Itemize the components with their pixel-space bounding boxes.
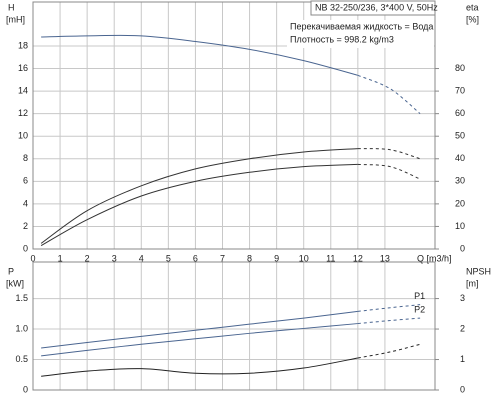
y-tick-label: 16 [18, 63, 28, 73]
y-axis-label: P [8, 266, 14, 276]
y-tick-label: 1.5 [15, 293, 28, 303]
y2-axis-unit: [%] [466, 14, 479, 24]
y2-axis-label: eta [466, 2, 479, 12]
y-tick-label: 0 [23, 243, 28, 253]
x-tick-label: 7 [220, 253, 225, 263]
y2-tick-label: 70 [455, 85, 465, 95]
curve [41, 34, 358, 76]
y2-axis-unit: [m] [466, 278, 479, 288]
y2-tick-label: 20 [455, 198, 465, 208]
x-tick-label: 12 [353, 253, 363, 263]
curve [40, 163, 358, 247]
curve [357, 317, 421, 325]
curve [357, 148, 421, 160]
curve [357, 163, 421, 180]
y-axis-label: H [8, 2, 15, 12]
x-tick-label: 9 [274, 253, 279, 263]
annotation-box [310, 0, 436, 16]
y-tick-label: 14 [18, 85, 28, 95]
y-tick-label: 4 [23, 198, 28, 208]
y-tick-label: 1.0 [15, 323, 28, 333]
curve [41, 323, 358, 357]
curve [40, 148, 358, 244]
y-tick-label: 8 [23, 153, 28, 163]
y-tick-label: 0.5 [15, 354, 28, 364]
x-tick-label: 11 [326, 253, 335, 263]
x-tick-label: 1 [58, 253, 63, 263]
y-tick-label: 18 [18, 40, 28, 50]
annotation: NB 32-250/236, 3*400 V, 50Hz [315, 2, 438, 12]
plot-frame [32, 1, 436, 250]
y-axis-unit: [mH] [6, 14, 25, 24]
y2-tick-label: 0 [460, 243, 465, 253]
y2-tick-label: 30 [455, 176, 465, 186]
y2-tick-label: 2 [460, 323, 465, 333]
y2-tick-label: 40 [455, 153, 465, 163]
y-tick-label: 6 [23, 176, 28, 186]
y-axis-unit: [kW] [6, 278, 24, 288]
x-tick-label: 4 [139, 253, 144, 263]
x-axis-label: Q [m3/h] [417, 253, 452, 263]
y2-tick-label: 0 [460, 384, 465, 394]
curve [357, 74, 421, 115]
x-tick-label: 6 [193, 253, 198, 263]
y2-tick-label: 60 [455, 108, 465, 118]
y2-tick-label: 3 [460, 293, 465, 303]
curve [357, 304, 421, 312]
y2-tick-label: 50 [455, 131, 465, 141]
y2-tick-label: 1 [460, 354, 465, 364]
series-label: P1 [414, 291, 425, 301]
x-tick-label: 8 [247, 253, 252, 263]
x-tick-label: 5 [166, 253, 171, 263]
x-tick-label: 3 [112, 253, 117, 263]
y-tick-label: 10 [18, 131, 28, 141]
y2-axis-label: NPSH [466, 266, 491, 276]
curve [357, 343, 421, 359]
x-tick-label: 10 [299, 253, 309, 263]
y2-tick-label: 10 [455, 221, 465, 231]
y-tick-label: 12 [18, 108, 28, 118]
annotation: Плотность = 998.2 kg/m3 [290, 34, 394, 44]
y-tick-label: 0 [23, 384, 28, 394]
y2-tick-label: 80 [455, 63, 465, 73]
curve [41, 310, 358, 349]
x-tick-label: 2 [85, 253, 90, 263]
x-tick-label: 0 [30, 253, 35, 263]
y-tick-label: 2 [23, 221, 28, 231]
curve [41, 357, 358, 377]
series-label: P2 [414, 304, 425, 314]
annotation: Перекачиваемая жидкость = Вода [290, 21, 433, 31]
plot-frame [32, 261, 436, 391]
annotation-bg [287, 20, 434, 48]
x-tick-label: 13 [380, 253, 390, 263]
